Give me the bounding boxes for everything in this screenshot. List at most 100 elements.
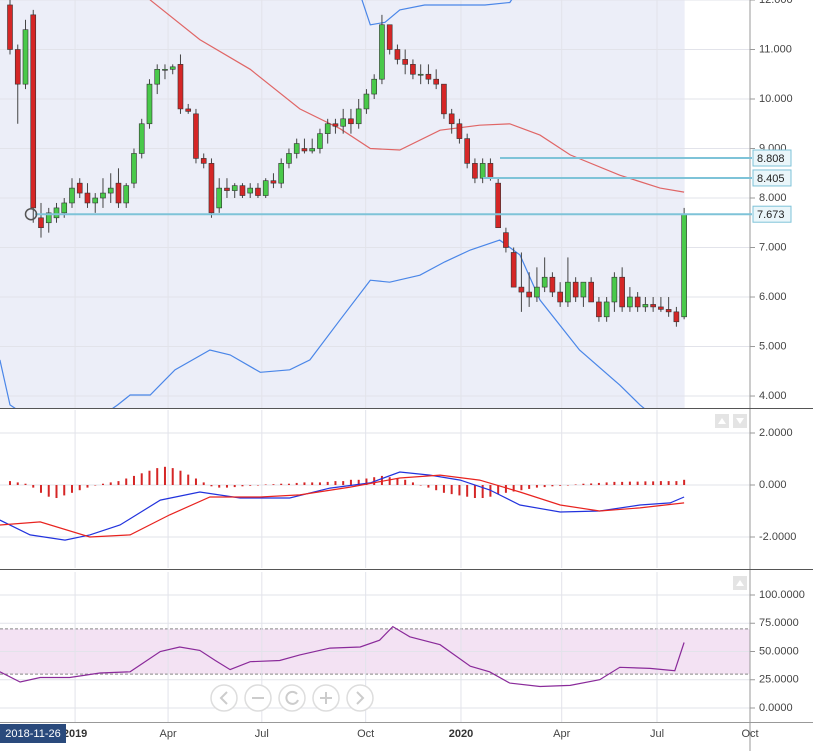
histogram-bar [303,482,306,486]
histogram-bar [357,479,360,486]
crosshair-date: 2018-11-26 [0,724,66,743]
candle [216,178,223,213]
histogram-bar [551,485,554,487]
histogram-bar [520,485,523,491]
candle [270,173,277,189]
histogram-bar [8,481,11,486]
candle [92,193,99,213]
panel-plot [0,466,686,541]
histogram-bar [613,481,616,486]
scroll-left-button[interactable] [210,684,238,712]
candle [371,74,377,100]
histogram-bar [497,485,500,495]
candle [518,252,525,312]
histogram-bar [86,485,89,488]
candle-body [487,163,494,179]
candle-body [270,180,277,184]
crosshair-marker [24,207,38,221]
candle-body [293,143,300,154]
candle [293,138,300,159]
candle-body [231,185,238,191]
candle [278,158,285,189]
histogram-bar [652,481,655,486]
zoom-in-button[interactable] [312,684,340,712]
histogram-bar [156,468,159,486]
histogram-bar [148,470,151,486]
candle-body [503,232,509,248]
candle-body [146,83,153,125]
histogram-bar [683,479,686,486]
candle-body [355,108,362,125]
histogram-bar [396,478,399,486]
move-up-button[interactable] [715,414,729,428]
candle-body [324,123,331,134]
candle-body [169,66,176,70]
candle [208,158,215,218]
y-tick-label: 5.000 [759,340,787,352]
candle [650,297,656,312]
candle [107,173,114,203]
move-up-button[interactable] [733,576,747,590]
candle [619,267,625,312]
histogram-bar [326,481,329,486]
data-range-shade [0,0,685,408]
candle [45,207,52,233]
candle [324,118,331,144]
candle [394,44,401,65]
candle [402,49,408,75]
move-down-button[interactable] [733,414,747,428]
price-label: 8.405 [757,173,785,185]
candle-body [92,197,99,204]
candle-body [456,123,463,139]
candle [379,14,385,85]
histogram-bar [140,473,143,486]
candle-body [402,59,408,65]
histogram-bar [411,482,414,486]
y-tick-label: 12.000 [759,0,793,6]
candle-body [534,286,540,298]
candle-body [572,281,579,298]
candle [239,183,246,199]
candle [495,178,501,229]
candle-body [301,148,308,152]
histogram-bar [249,485,252,486]
candle [200,153,207,169]
histogram-bar [256,485,259,486]
candle-body [100,192,106,199]
candle-body [262,180,269,196]
candle-body [340,118,346,127]
candle-body [309,148,315,152]
candle [146,79,153,129]
candle [557,282,563,307]
candle-body [239,185,246,196]
candle-body [510,252,517,288]
candle-body [7,4,13,50]
candle [332,118,339,134]
histogram-bar [194,478,197,486]
histogram-bar [450,485,453,495]
candle [100,178,106,208]
histogram-bar [210,485,213,487]
y-tick-label: 25.0000 [759,674,799,686]
candle-body [433,78,439,85]
histogram-bar [55,485,58,499]
candle [317,128,323,154]
histogram-bar [334,481,337,486]
candle-body [448,113,455,125]
scroll-right-button[interactable] [346,684,374,712]
candle [642,297,649,312]
reset-button[interactable] [278,684,306,712]
candle [286,148,292,169]
x-tick-label: Apr [160,728,177,740]
panel-buttons [715,414,747,590]
histogram-bar [311,482,314,486]
candle [549,272,556,298]
histogram-bar [675,481,678,486]
candle-body [417,73,424,76]
price-label-box [752,149,792,167]
histogram-bar [109,482,112,486]
candle-body [371,78,377,95]
zoom-out-button[interactable] [244,684,272,712]
histogram-bar [566,485,569,486]
